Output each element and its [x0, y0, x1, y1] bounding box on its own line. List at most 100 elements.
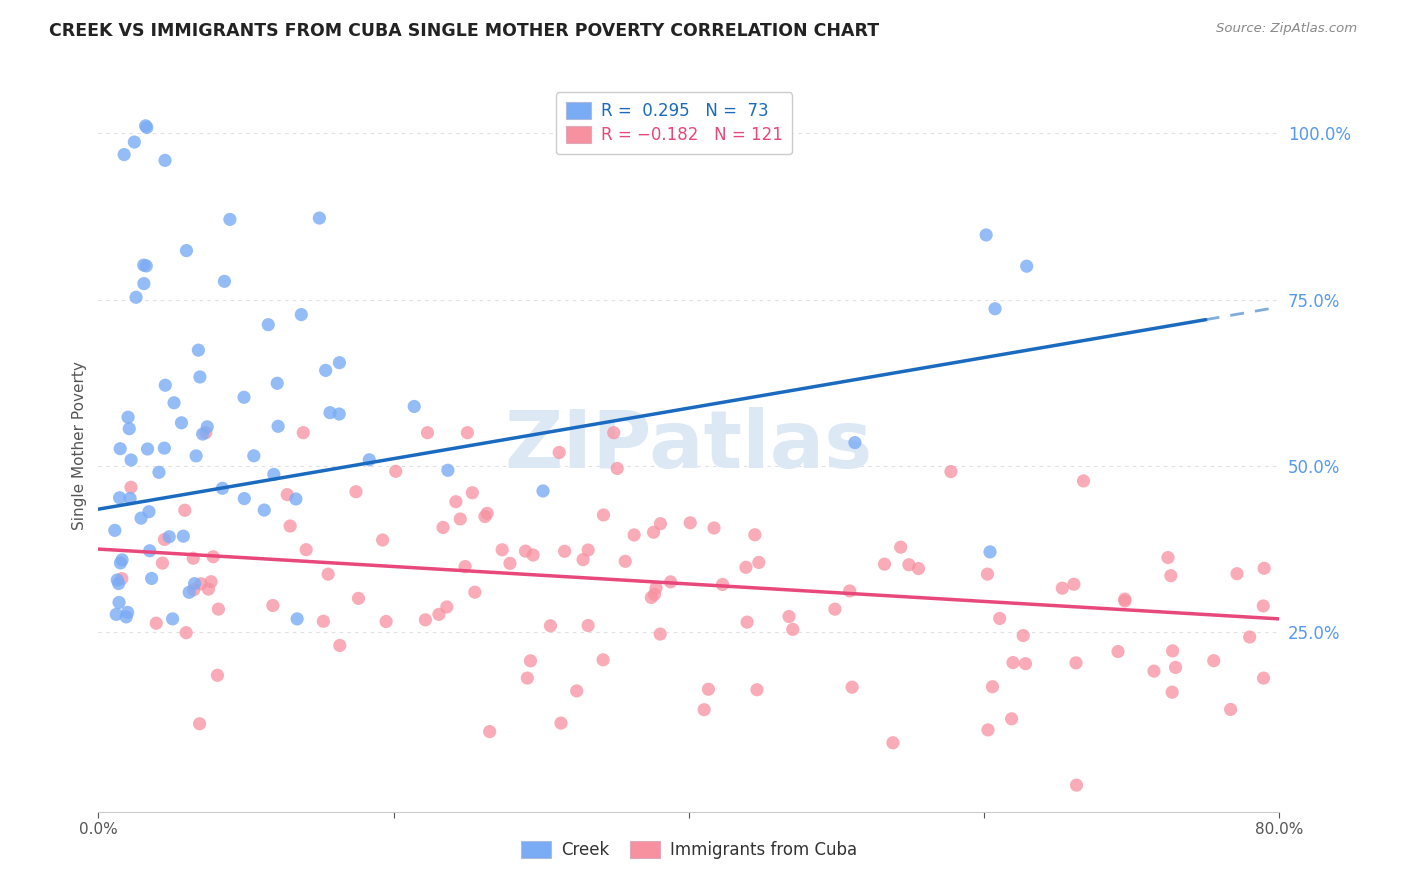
Point [623, 528, 645, 542]
Point [1064, 656, 1087, 670]
Point [1253, 561, 1275, 575]
Point [907, 561, 929, 575]
Point [120, 491, 142, 506]
Point [371, 533, 394, 547]
Point [197, 582, 219, 596]
Point [153, 533, 176, 547]
Point [1066, 778, 1088, 792]
Point [437, 463, 460, 477]
Point [195, 420, 218, 434]
Point [554, 544, 576, 558]
Point [214, 274, 236, 288]
Point [592, 508, 614, 522]
Point [191, 427, 214, 442]
Point [176, 244, 198, 258]
Point [1160, 568, 1182, 582]
Point [515, 544, 537, 558]
Point [977, 723, 1000, 737]
Point [522, 548, 544, 562]
Point [129, 511, 152, 525]
Point [194, 425, 217, 440]
Point [153, 441, 176, 455]
Point [207, 602, 229, 616]
Point [312, 614, 335, 628]
Point [207, 668, 229, 682]
Point [328, 356, 350, 370]
Point [108, 491, 131, 505]
Point [643, 587, 665, 601]
Point [111, 572, 134, 586]
Point [132, 277, 155, 291]
Point [838, 583, 860, 598]
Point [181, 551, 204, 566]
Point [1107, 644, 1129, 658]
Point [478, 724, 501, 739]
Point [315, 363, 337, 377]
Point [329, 639, 352, 653]
Point [219, 212, 242, 227]
Point [984, 301, 1007, 316]
Point [183, 576, 205, 591]
Point [1014, 657, 1036, 671]
Point [108, 442, 131, 456]
Point [347, 591, 370, 606]
Point [179, 585, 201, 599]
Point [152, 556, 174, 570]
Point [404, 400, 426, 414]
Point [456, 425, 478, 440]
Point [285, 612, 308, 626]
Point [1239, 630, 1261, 644]
Point [735, 560, 758, 574]
Point [436, 599, 458, 614]
Point [1015, 259, 1038, 273]
Point [188, 716, 211, 731]
Text: Source: ZipAtlas.com: Source: ZipAtlas.com [1216, 22, 1357, 36]
Point [267, 419, 290, 434]
Point [444, 494, 467, 508]
Point [572, 552, 595, 566]
Point [115, 610, 138, 624]
Point [748, 556, 770, 570]
Point [1157, 550, 1180, 565]
Point [693, 703, 716, 717]
Point [118, 422, 141, 436]
Point [263, 467, 285, 482]
Point [384, 464, 406, 478]
Point [1226, 566, 1249, 581]
Point [981, 680, 1004, 694]
Point [233, 390, 256, 404]
Point [105, 573, 128, 587]
Point [491, 542, 513, 557]
Point [233, 491, 256, 506]
Point [292, 425, 315, 440]
Point [844, 435, 866, 450]
Point [576, 543, 599, 558]
Point [1063, 577, 1085, 591]
Point [243, 449, 266, 463]
Point [550, 716, 572, 731]
Point [538, 619, 561, 633]
Point [163, 396, 186, 410]
Point [606, 461, 628, 475]
Point [1012, 628, 1035, 642]
Point [939, 465, 962, 479]
Point [110, 556, 132, 570]
Point [475, 506, 498, 520]
Point [1143, 664, 1166, 678]
Point [173, 503, 195, 517]
Point [531, 483, 554, 498]
Point [153, 153, 176, 168]
Point [499, 557, 522, 571]
Point [344, 484, 367, 499]
Point [645, 581, 668, 595]
Point [614, 554, 637, 568]
Point [427, 607, 450, 622]
Point [873, 557, 896, 571]
Point [841, 680, 863, 694]
Point [461, 485, 484, 500]
Point [640, 591, 662, 605]
Point [988, 611, 1011, 625]
Point [183, 582, 205, 597]
Point [316, 567, 339, 582]
Point [735, 615, 758, 629]
